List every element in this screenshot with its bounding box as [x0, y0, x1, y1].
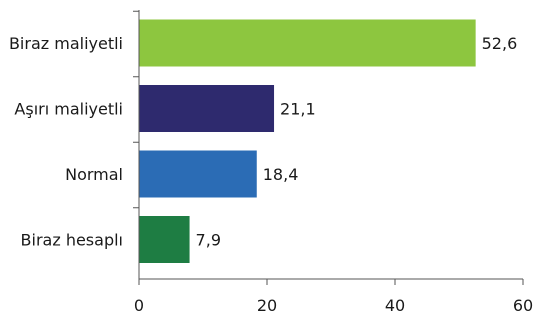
x-ticks-group: 0 20 40 60 [133, 10, 533, 315]
category-label: Biraz hesaplı [21, 231, 123, 250]
category-labels-group: Biraz maliyetli Aşırı maliyetli Normal Bira… [9, 34, 123, 250]
x-tick-label: 20 [257, 296, 277, 315]
x-tick-label: 0 [134, 296, 144, 315]
bar [139, 150, 257, 198]
value-label: 7,9 [196, 231, 221, 250]
x-tick-label: 60 [513, 296, 533, 315]
value-labels-group: 52,6 21,1 18,4 7,9 [196, 34, 518, 250]
value-label: 52,6 [482, 34, 518, 53]
category-label: Normal [65, 165, 123, 184]
bar [139, 216, 190, 263]
category-label: Biraz maliyetli [9, 34, 123, 53]
value-label: 18,4 [263, 165, 299, 184]
bar [139, 19, 476, 67]
x-tick-label: 40 [385, 296, 405, 315]
category-label: Aşırı maliyetli [14, 100, 123, 119]
value-label: 21,1 [280, 100, 316, 119]
bar [139, 85, 275, 132]
bars-group [139, 19, 476, 263]
